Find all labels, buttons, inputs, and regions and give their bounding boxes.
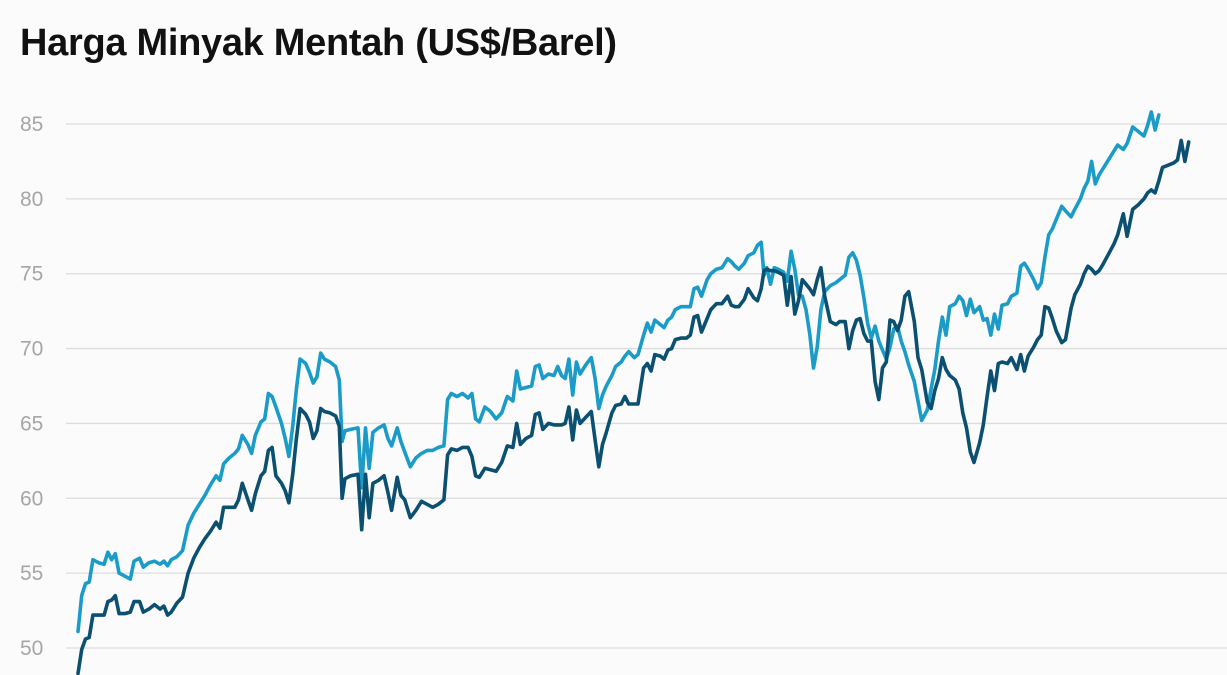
y-axis-tick-labels: 50 55 60 65 70 75 80 85 — [20, 113, 43, 660]
y-tick-label-70: 70 — [20, 338, 43, 361]
y-tick-label-50: 50 — [20, 637, 43, 660]
chart-title: Harga Minyak Mentah (US$/Barel) — [20, 22, 617, 64]
y-tick-label-80: 80 — [20, 188, 43, 211]
y-tick-label-85: 85 — [20, 113, 43, 136]
series-line-1 — [76, 110, 1161, 634]
gridlines — [66, 123, 1227, 649]
y-tick-label-55: 55 — [20, 562, 43, 585]
series-lines — [76, 110, 1191, 675]
y-tick-label-60: 60 — [20, 487, 43, 510]
series-line-2 — [76, 138, 1191, 675]
y-tick-label-75: 75 — [20, 263, 43, 286]
y-tick-label-65: 65 — [20, 412, 43, 435]
